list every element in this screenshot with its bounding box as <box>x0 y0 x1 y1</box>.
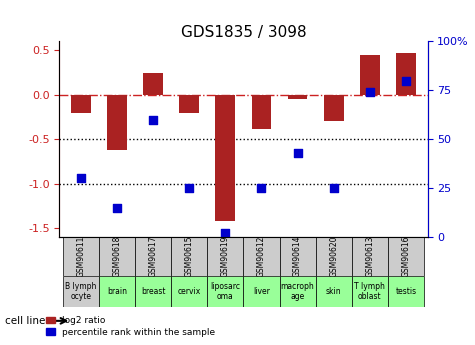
FancyBboxPatch shape <box>135 237 171 276</box>
Title: GDS1835 / 3098: GDS1835 / 3098 <box>180 25 306 40</box>
Point <box>402 78 409 83</box>
FancyBboxPatch shape <box>315 237 352 276</box>
FancyBboxPatch shape <box>63 276 99 307</box>
Text: GSM90618: GSM90618 <box>113 236 122 277</box>
FancyBboxPatch shape <box>171 276 208 307</box>
Text: GSM90612: GSM90612 <box>257 236 266 277</box>
Text: liver: liver <box>253 287 270 296</box>
Point <box>150 117 157 122</box>
Text: cervix: cervix <box>178 287 201 296</box>
Bar <box>252 95 271 129</box>
Text: GSM90616: GSM90616 <box>401 236 410 277</box>
FancyBboxPatch shape <box>99 237 135 276</box>
FancyBboxPatch shape <box>244 237 279 276</box>
FancyBboxPatch shape <box>279 276 315 307</box>
Bar <box>107 95 127 150</box>
Point <box>77 176 85 181</box>
FancyBboxPatch shape <box>99 276 135 307</box>
Text: cell line: cell line <box>5 316 45 326</box>
Point <box>294 150 301 156</box>
Bar <box>288 95 307 99</box>
Point <box>330 186 337 191</box>
Text: macroph
age: macroph age <box>281 282 314 302</box>
Bar <box>216 95 235 221</box>
Point <box>222 230 229 236</box>
Text: GSM90614: GSM90614 <box>293 236 302 277</box>
Text: B lymph
ocyte: B lymph ocyte <box>66 282 97 302</box>
Text: GSM90617: GSM90617 <box>149 236 158 277</box>
Text: GSM90613: GSM90613 <box>365 236 374 277</box>
Bar <box>143 72 163 95</box>
FancyBboxPatch shape <box>63 237 99 276</box>
Text: GSM90611: GSM90611 <box>76 236 86 277</box>
FancyBboxPatch shape <box>315 276 352 307</box>
FancyBboxPatch shape <box>352 276 388 307</box>
FancyBboxPatch shape <box>352 237 388 276</box>
Text: brain: brain <box>107 287 127 296</box>
Point <box>186 186 193 191</box>
Text: T lymph
oblast: T lymph oblast <box>354 282 385 302</box>
Text: GSM90620: GSM90620 <box>329 236 338 277</box>
FancyBboxPatch shape <box>208 237 244 276</box>
FancyBboxPatch shape <box>279 237 315 276</box>
Legend: log2 ratio, percentile rank within the sample: log2 ratio, percentile rank within the s… <box>43 313 219 341</box>
Text: GSM90615: GSM90615 <box>185 236 194 277</box>
Point <box>366 90 373 95</box>
FancyBboxPatch shape <box>171 237 208 276</box>
Text: breast: breast <box>141 287 165 296</box>
FancyBboxPatch shape <box>244 276 279 307</box>
Point <box>257 186 265 191</box>
Bar <box>71 95 91 112</box>
FancyBboxPatch shape <box>208 276 244 307</box>
FancyBboxPatch shape <box>388 237 424 276</box>
FancyBboxPatch shape <box>388 276 424 307</box>
Bar <box>180 95 199 112</box>
Text: liposarc
oma: liposarc oma <box>210 282 240 302</box>
FancyBboxPatch shape <box>135 276 171 307</box>
Text: skin: skin <box>326 287 342 296</box>
Bar <box>360 55 380 95</box>
Text: testis: testis <box>395 287 417 296</box>
Bar <box>396 53 416 95</box>
Bar <box>324 95 343 121</box>
Text: GSM90619: GSM90619 <box>221 236 230 277</box>
Point <box>114 205 121 210</box>
